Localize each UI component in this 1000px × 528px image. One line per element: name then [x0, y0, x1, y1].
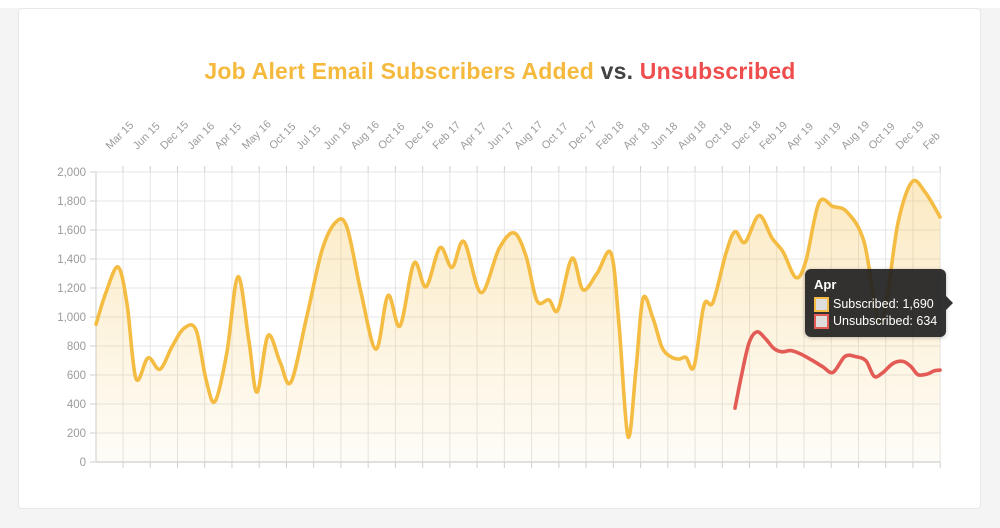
y-axis-label: 2,000: [57, 167, 86, 179]
tooltip-subscribed-value: Subscribed: 1,690: [833, 297, 934, 311]
x-axis-label: Dec 16: [403, 119, 436, 152]
y-axis-label: 800: [67, 341, 86, 353]
x-axis-label: Apr 18: [621, 121, 652, 152]
tooltip-unsubscribed-row: Unsubscribed: 634: [814, 313, 937, 330]
x-axis-label: Aug 17: [512, 119, 545, 152]
x-axis-label: Oct 18: [703, 121, 734, 152]
x-axis-label: Feb: [921, 130, 943, 152]
x-axis-label: Apr 19: [785, 121, 816, 152]
x-axis-label: Apr 17: [458, 121, 489, 152]
x-axis-label: Oct 16: [376, 121, 407, 152]
x-axis-label: Jun 15: [131, 120, 163, 152]
x-axis-label: Jul 15: [294, 123, 323, 152]
tooltip-month-label: Apr: [814, 277, 837, 292]
x-axis-label: Oct 19: [866, 121, 897, 152]
x-axis-label: Jun 18: [648, 120, 680, 152]
x-axis-label: Feb 19: [757, 119, 790, 152]
chart-title-vs: vs.: [594, 58, 640, 84]
x-axis-label: Oct 17: [539, 121, 570, 152]
y-axis-label: 1,600: [57, 225, 86, 237]
x-axis-label: Dec 18: [730, 119, 763, 152]
chart-title-unsubscribed: Unsubscribed: [639, 58, 796, 84]
x-axis-label: Dec 19: [894, 119, 927, 152]
x-axis-label: Aug 18: [676, 119, 709, 152]
x-axis-label: Jan 16: [185, 120, 217, 152]
x-axis-label: Dec 15: [158, 119, 191, 152]
x-axis-label: May 16: [240, 118, 274, 152]
y-axis-label: 200: [67, 428, 86, 440]
y-axis-label: 1,200: [57, 283, 86, 295]
tooltip-unsubscribed-value: Unsubscribed: 634: [833, 314, 938, 328]
page-top-strip: [0, 0, 1000, 8]
tooltip-caret-icon: [946, 296, 954, 310]
y-axis-label: 400: [67, 399, 86, 411]
x-axis-label: Jun 19: [812, 120, 844, 152]
chart-title-subscribed: Job Alert Email Subscribers Added: [204, 58, 595, 84]
unsubscribed-swatch-icon: [814, 314, 829, 329]
tooltip-subscribed-row: Subscribed: 1,690: [814, 296, 937, 313]
x-axis-label: Feb 18: [594, 119, 627, 152]
x-axis-label: Mar 15: [104, 119, 137, 152]
chart-title: Job Alert Email Subscribers Added vs. Un…: [0, 58, 1000, 85]
x-axis-label: Jun 16: [322, 120, 354, 152]
subscribed-line[interactable]: [94, 178, 942, 439]
x-axis-label: Apr 15: [213, 121, 244, 152]
x-axis-label: Aug 16: [349, 119, 382, 152]
subscribed-swatch-icon: [814, 297, 829, 312]
x-axis-label: Aug 19: [839, 119, 872, 152]
y-axis-label: 1,400: [57, 254, 86, 266]
y-axis-label: 1,800: [57, 196, 86, 208]
x-axis-label: Jun 17: [485, 120, 517, 152]
y-axis-label: 1,000: [57, 312, 86, 324]
y-axis-label: 600: [67, 370, 86, 382]
x-axis-label: Dec 17: [567, 119, 600, 152]
y-axis-label: 0: [80, 457, 86, 469]
subscribed-area: [96, 180, 940, 462]
chart-tooltip: Apr Subscribed: 1,690 Unsubscribed: 634: [805, 269, 954, 337]
x-axis-label: Feb 17: [431, 119, 464, 152]
unsubscribed-line[interactable]: [733, 330, 942, 410]
